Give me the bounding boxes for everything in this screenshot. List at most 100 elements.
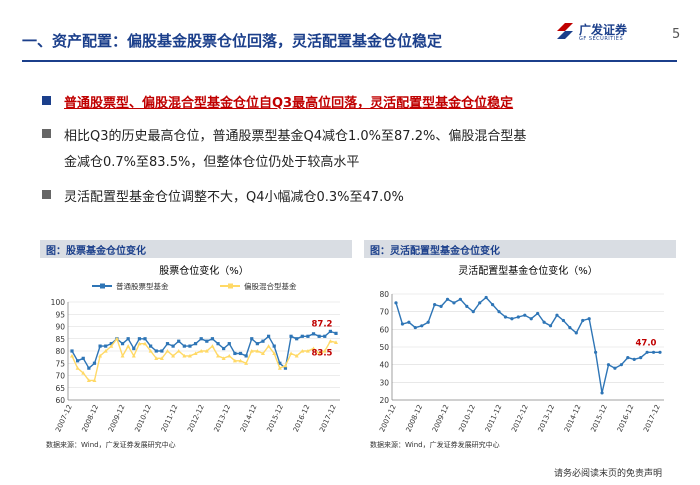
x-tick-label: 2008-12 <box>405 403 425 433</box>
bullet-square-icon <box>42 190 51 199</box>
data-point <box>283 366 288 370</box>
panel-heading: 图：灵活配置型基金仓位变化 <box>370 246 500 257</box>
data-point <box>503 315 508 319</box>
legend-label: 普通股票型基金 <box>116 281 169 291</box>
data-point <box>300 349 305 353</box>
data-point <box>278 361 282 365</box>
x-tick-label: 2016-12 <box>292 403 312 433</box>
data-point <box>244 354 248 358</box>
y-tick-label: 85 <box>55 335 65 344</box>
data-point <box>465 304 469 308</box>
data-point <box>137 337 142 341</box>
x-tick-label: 2011-12 <box>484 403 504 433</box>
data-point <box>334 331 338 335</box>
data-point <box>334 340 338 345</box>
data-point <box>471 310 475 314</box>
data-point <box>204 349 209 353</box>
data-point <box>103 349 108 353</box>
data-point <box>188 344 192 348</box>
y-tick-label: 80 <box>379 290 389 299</box>
y-tick-label: 50 <box>379 343 389 352</box>
data-point <box>216 342 220 346</box>
data-point <box>295 337 299 341</box>
data-point <box>159 356 164 360</box>
data-point <box>266 334 271 338</box>
gf-logo-icon <box>557 23 573 39</box>
data-point <box>510 317 514 321</box>
bullet-2-text: 相比Q3的历史最高仓位，普通股票型基金Q4减仓1.0%至87.2%、偏股混合型基 <box>64 129 527 144</box>
data-point <box>289 334 293 338</box>
data-point <box>626 356 630 360</box>
data-label: 47.0 <box>636 338 657 348</box>
data-point <box>143 337 147 341</box>
page-title: 一、资产配置：偏股基金股票仓位回落，灵活配置基金仓位稳定 <box>22 32 443 50</box>
x-tick-label: 2012-12 <box>186 403 206 433</box>
y-tick-label: 40 <box>379 361 389 370</box>
bullet-2-text-cont: 金减仓0.7%至83.5%，但整体仓位仍处于较高水平 <box>64 155 360 170</box>
y-tick-label: 90 <box>55 323 65 332</box>
y-tick-label: 80 <box>55 347 65 356</box>
data-point <box>542 320 546 324</box>
data-point <box>98 344 102 348</box>
data-point <box>171 344 175 348</box>
data-point <box>600 391 604 395</box>
data-point <box>306 334 310 338</box>
data-point <box>619 363 623 367</box>
x-tick-label: 2010-12 <box>457 403 477 433</box>
y-tick-label: 30 <box>379 378 389 387</box>
flex-position-chart: 灵活配置型基金仓位变化（%） 20 30 40 50 60 70 80 2007-12 2008-… <box>378 264 664 433</box>
data-point <box>249 349 254 353</box>
data-point <box>87 366 91 370</box>
data-point <box>131 353 136 358</box>
y-tick-label: 75 <box>55 359 65 368</box>
data-point <box>70 353 74 358</box>
data-source: 数据来源：Wind，广发证券发展研究中心 <box>46 441 176 449</box>
data-source: 数据来源：Wind，广发证券发展研究中心 <box>370 441 500 449</box>
data-point <box>260 351 265 356</box>
data-point <box>148 349 153 353</box>
data-point <box>484 295 488 300</box>
data-point <box>255 349 260 353</box>
data-point <box>126 337 130 341</box>
data-point <box>328 329 332 333</box>
data-point <box>561 318 566 323</box>
x-tick-label: 2017-12 <box>318 403 338 433</box>
data-point <box>193 342 198 346</box>
panel-heading-bar: 图：灵活配置型基金仓位变化 <box>364 240 676 258</box>
data-label: 87.2 <box>312 319 333 329</box>
data-point <box>222 346 226 351</box>
data-point <box>606 363 611 367</box>
data-point <box>594 350 598 354</box>
data-point <box>305 349 310 353</box>
x-tick-label: 2008-12 <box>81 403 101 433</box>
data-point <box>574 331 578 335</box>
data-point <box>75 366 80 370</box>
data-point <box>76 359 80 363</box>
data-point <box>300 334 304 338</box>
data-point <box>581 318 585 323</box>
data-point <box>289 351 294 356</box>
data-point <box>221 356 226 360</box>
x-tick-label: 2007-12 <box>378 403 398 433</box>
data-point <box>529 317 533 321</box>
chart-title: 灵活配置型基金仓位变化（%） <box>458 264 598 277</box>
data-point <box>568 325 572 330</box>
data-point <box>400 322 405 326</box>
data-point <box>587 317 591 321</box>
bullet-square-icon <box>42 129 51 138</box>
data-point <box>120 342 125 346</box>
data-point <box>70 349 74 353</box>
data-point <box>137 341 142 346</box>
data-point <box>81 371 86 375</box>
disclaimer-footer: 请务必阅读末页的免责声明 <box>554 469 663 479</box>
data-point <box>177 339 181 343</box>
data-point <box>92 378 97 382</box>
data-point <box>317 351 322 356</box>
data-point <box>210 337 215 341</box>
data-point <box>536 311 540 316</box>
data-point <box>233 351 237 356</box>
y-tick-label: 100 <box>51 298 66 307</box>
page-number: 5 <box>672 27 681 42</box>
x-tick-label: 2017-12 <box>642 403 662 433</box>
data-point <box>658 350 662 354</box>
